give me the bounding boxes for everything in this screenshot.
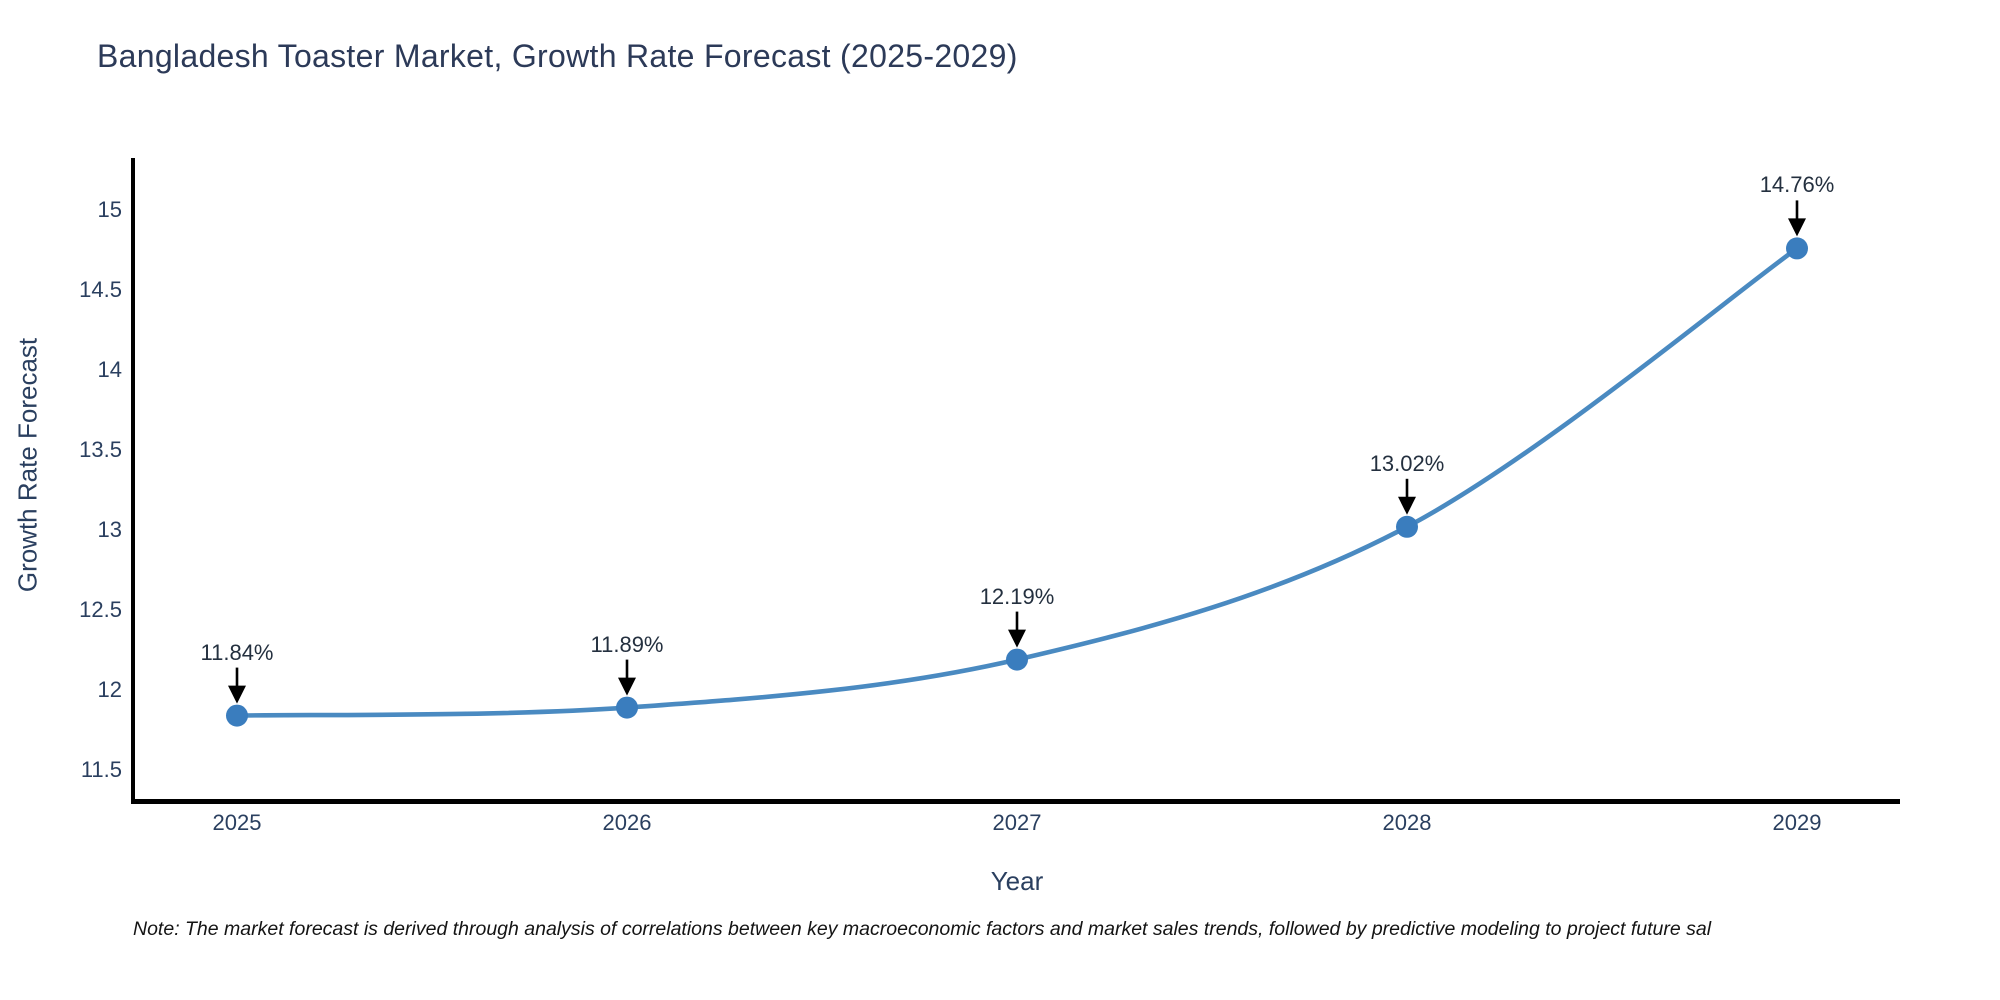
y-tick-label: 14 (97, 357, 122, 382)
point-value-label: 11.89% (590, 631, 664, 657)
x-tick-label: 2028 (1382, 810, 1432, 835)
point-value-label: 12.19% (979, 583, 1055, 609)
y-axis-spine (131, 158, 135, 804)
y-tick-label: 13 (97, 517, 122, 542)
data-point-marker (1006, 648, 1028, 671)
x-tick-label: 2027 (992, 810, 1042, 835)
point-value-label: 13.02% (1369, 450, 1445, 476)
annotation-arrow-head (1788, 218, 1806, 237)
chart-title: Bangladesh Toaster Market, Growth Rate F… (97, 38, 1018, 74)
annotation-arrow-head (228, 685, 246, 704)
x-axis-title: Year (990, 866, 1044, 896)
y-tick-label: 14.5 (79, 277, 122, 302)
data-point-marker (1786, 237, 1808, 260)
annotation-arrow-head (1398, 496, 1416, 515)
x-tick-label: 2026 (602, 810, 652, 835)
y-tick-label: 13.5 (79, 437, 122, 462)
point-value-label: 11.84% (200, 639, 274, 665)
data-point-marker (616, 696, 638, 719)
x-tick-label: 2029 (1772, 810, 1822, 835)
footnote: Note: The market forecast is derived thr… (133, 918, 1712, 940)
y-tick-label: 12.5 (79, 597, 122, 622)
x-axis-spine (131, 799, 1900, 804)
x-tick-label: 2025 (212, 810, 262, 835)
annotation-arrow-head (618, 677, 636, 696)
data-point-marker (1396, 515, 1418, 538)
annotation-arrow-head (1008, 629, 1026, 648)
point-value-label: 14.76% (1759, 172, 1835, 198)
y-tick-label: 15 (97, 197, 122, 222)
y-tick-label: 11.5 (80, 757, 122, 782)
y-tick-label: 12 (97, 677, 122, 702)
data-point-marker (226, 704, 248, 727)
